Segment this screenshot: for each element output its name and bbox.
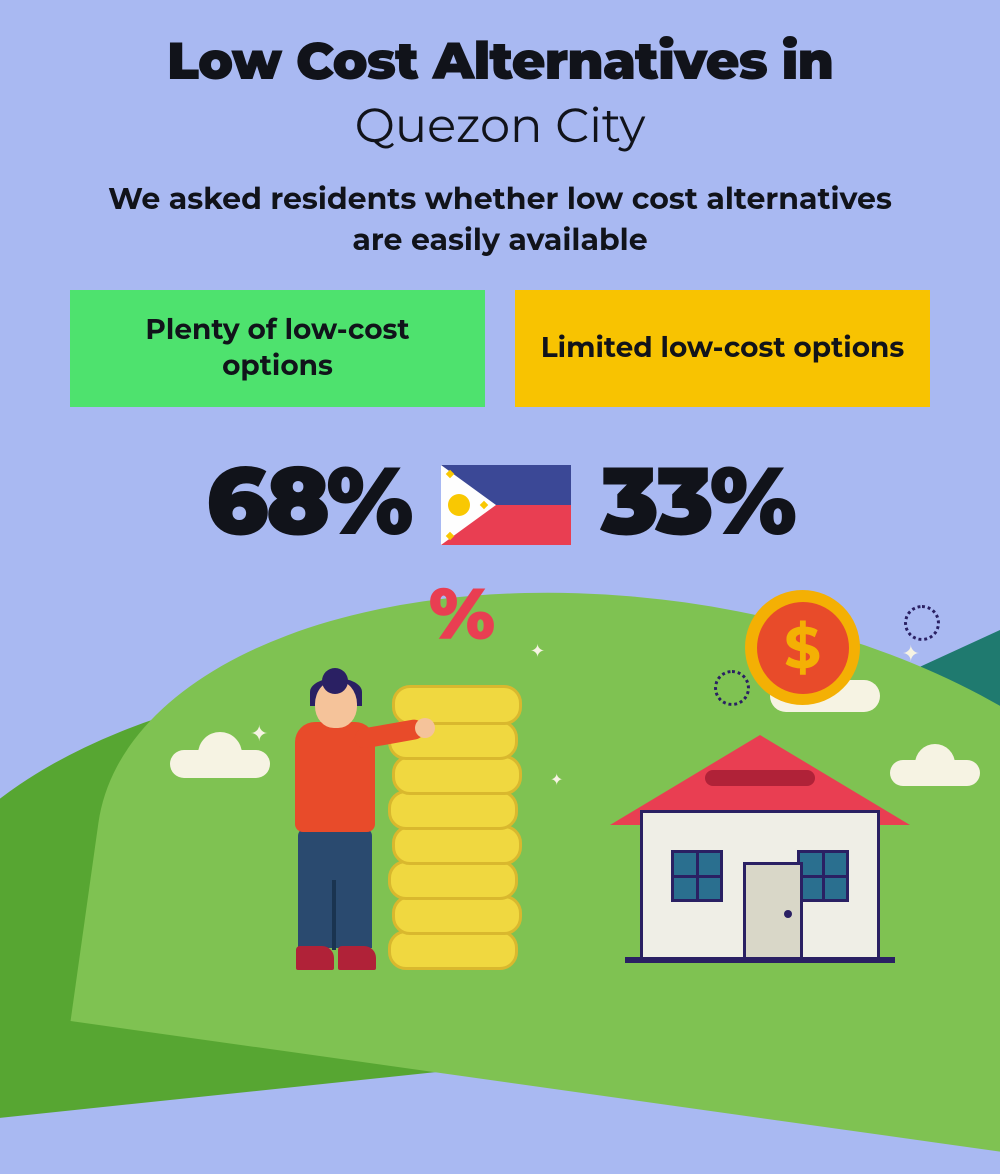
stat-plenty: 68% bbox=[206, 442, 410, 558]
person-coins-icon: % bbox=[260, 630, 520, 970]
options-row: Plenty of low-cost options Limited low-c… bbox=[50, 290, 950, 407]
option-label-plenty: Plenty of low-cost options bbox=[90, 312, 465, 385]
dollar-coin-icon: $ bbox=[745, 590, 860, 705]
philippines-flag-icon bbox=[441, 465, 571, 545]
option-label-limited: Limited low-cost options bbox=[541, 330, 905, 366]
stats-row: 68% 33% bbox=[50, 442, 950, 558]
dollar-symbol: $ bbox=[757, 602, 849, 694]
option-box-plenty: Plenty of low-cost options bbox=[70, 290, 485, 407]
sparkle-icon: ✦ bbox=[902, 640, 920, 667]
title-line-1: Low Cost Alternatives in bbox=[50, 30, 950, 93]
title-line-2: Quezon City bbox=[50, 97, 950, 155]
cloud-icon bbox=[170, 750, 270, 778]
burst-icon bbox=[904, 605, 940, 641]
stat-limited: 33% bbox=[601, 442, 794, 558]
percent-icon: % bbox=[429, 570, 495, 658]
sparkle-icon: ✦ bbox=[530, 640, 545, 662]
house-icon bbox=[620, 740, 900, 960]
illustration-layer: ✦ ✦ ✦ ✦ $ % bbox=[0, 580, 1000, 1000]
person-icon bbox=[260, 680, 400, 970]
option-box-limited: Limited low-cost options bbox=[515, 290, 930, 407]
burst-icon bbox=[714, 670, 750, 706]
content-area: Low Cost Alternatives in Quezon City We … bbox=[0, 0, 1000, 558]
sparkle-icon: ✦ bbox=[550, 770, 563, 790]
subtitle: We asked residents whether low cost alte… bbox=[50, 179, 950, 260]
